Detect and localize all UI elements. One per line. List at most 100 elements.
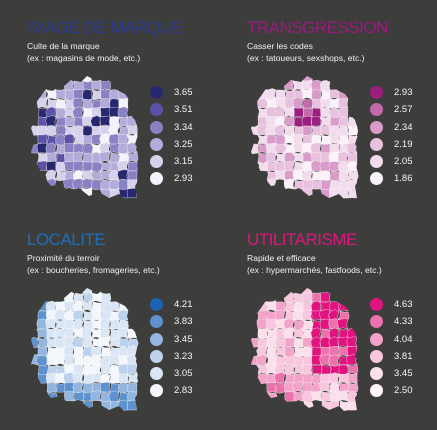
map-region: [266, 116, 277, 127]
map-region: [274, 97, 286, 109]
map-region: [126, 115, 138, 127]
map-region: [338, 364, 349, 375]
map-region: [117, 106, 129, 118]
legend-swatch: [370, 103, 383, 117]
map-region: [63, 178, 75, 190]
choropleth-map: [251, 288, 359, 412]
map-region: [257, 98, 268, 109]
map-region: [118, 364, 129, 375]
map-region: [126, 354, 138, 366]
legend-label: 2.93: [174, 173, 193, 185]
map-region: [118, 373, 129, 384]
map-region: [99, 151, 111, 163]
legend-item: 2.19: [370, 136, 437, 153]
map-region: [302, 107, 314, 118]
legend-item: 1.86: [370, 170, 437, 187]
map-region: [73, 346, 84, 357]
legend-swatch: [370, 349, 383, 363]
map-region: [257, 373, 268, 385]
map-region: [329, 116, 340, 127]
map-region: [31, 354, 39, 366]
map-region: [274, 169, 286, 181]
map-region: [31, 337, 39, 349]
map-region: [117, 142, 129, 155]
map-region: [100, 292, 112, 303]
map-region: [125, 372, 139, 384]
map-region: [91, 161, 102, 172]
map-region: [329, 98, 340, 109]
map-region: [46, 125, 57, 137]
map-region: [82, 143, 94, 154]
map-region: [117, 327, 129, 339]
legend-item: 3.81: [370, 348, 437, 365]
map-region: [54, 354, 66, 366]
map-region: [64, 391, 75, 402]
legend-label: 3.45: [394, 368, 413, 380]
legend-label: 3.05: [174, 368, 193, 380]
map-region: [63, 372, 75, 384]
choropleth-map: [251, 76, 359, 199]
map-region: [90, 106, 102, 118]
map-region: [72, 88, 84, 100]
map-region: [257, 328, 268, 339]
map-region: [37, 152, 48, 163]
map-region: [36, 133, 48, 145]
map-region: [329, 107, 340, 119]
legend-swatch: [150, 298, 163, 311]
legend-swatch: [370, 172, 383, 186]
map-region: [319, 381, 331, 393]
map-region: [320, 391, 331, 402]
legend-item: 3.83: [150, 313, 230, 330]
map-region: [347, 161, 358, 172]
map-region: [72, 133, 85, 145]
legend-swatch: [150, 315, 163, 329]
map-region: [293, 310, 304, 321]
map-region: [266, 382, 277, 393]
legend-swatch: [370, 367, 383, 381]
map-region: [99, 363, 111, 375]
map-region: [63, 336, 75, 348]
map-region: [283, 354, 296, 366]
map-region: [91, 179, 102, 191]
legend-label: 4.04: [394, 333, 413, 345]
map-region: [36, 336, 49, 348]
map-region: [99, 106, 111, 118]
map-region: [292, 142, 304, 154]
map-region: [311, 346, 322, 357]
map-region: [311, 179, 322, 190]
map-region: [117, 160, 129, 172]
map-region: [328, 187, 340, 199]
panel-utilitarisme: UTILITARISME Rapide et efficace (ex : hy…: [247, 230, 437, 430]
map-region: [118, 98, 129, 109]
map-region: [109, 89, 120, 101]
choropleth-map: [31, 288, 139, 411]
legend-label: 4.21: [174, 299, 193, 310]
map-region: [37, 346, 48, 357]
map-region: [45, 115, 57, 127]
map-region: [91, 125, 102, 136]
map-region: [37, 125, 48, 136]
map-region: [347, 152, 358, 163]
map-region: [90, 363, 102, 375]
map-region: [274, 124, 286, 136]
map-region: [257, 116, 268, 127]
map-region: [127, 400, 138, 411]
map-region: [266, 346, 277, 358]
map-region: [292, 151, 304, 163]
map-region: [31, 125, 39, 136]
legend-item: 3.23: [150, 348, 230, 365]
map-region: [99, 133, 111, 145]
map-region: [109, 319, 120, 330]
map-region: [72, 151, 84, 163]
map-region: [109, 152, 120, 164]
map-region: [99, 115, 111, 127]
legend-swatch: [370, 155, 383, 169]
map-region: [320, 80, 331, 92]
legend-item: 3.15: [150, 153, 230, 170]
map-region: [337, 372, 349, 384]
map-region: [127, 382, 138, 394]
map-region: [108, 390, 120, 403]
choropleth-map: [31, 76, 139, 199]
map-region: [127, 179, 138, 190]
map-region: [283, 327, 295, 339]
